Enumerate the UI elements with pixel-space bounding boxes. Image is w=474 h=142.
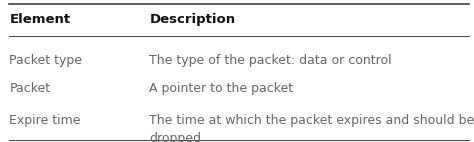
Text: Packet type: Packet type (9, 54, 82, 67)
Text: Description: Description (149, 13, 236, 26)
Text: Element: Element (9, 13, 71, 26)
Text: A pointer to the packet: A pointer to the packet (149, 82, 293, 95)
Text: The type of the packet: data or control: The type of the packet: data or control (149, 54, 392, 67)
Text: Expire time: Expire time (9, 114, 81, 127)
Text: Packet: Packet (9, 82, 51, 95)
Text: The time at which the packet expires and should be
dropped: The time at which the packet expires and… (149, 114, 474, 142)
